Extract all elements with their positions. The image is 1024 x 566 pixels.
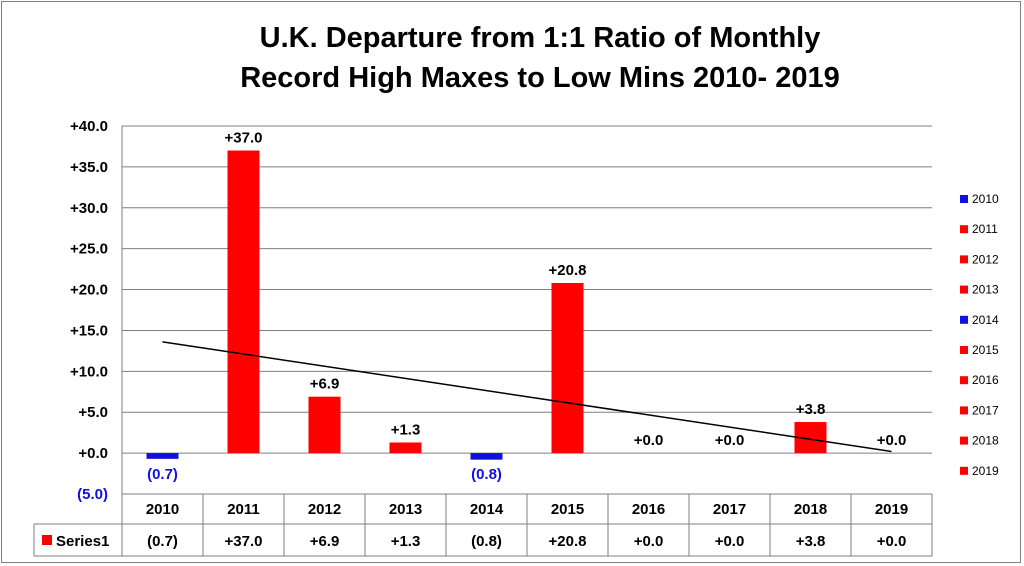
legend-swatch-2013 [960, 285, 968, 294]
category-label-2012: 2012 [308, 501, 341, 518]
table-cell-2014: (0.8) [471, 533, 502, 550]
y-tick-label: (5.0) [77, 486, 108, 503]
legend-label-2014: 2014 [972, 313, 999, 327]
chart-title: U.K. Departure from 1:1 Ratio of Monthly… [180, 18, 900, 98]
data-label-2013: +1.3 [391, 421, 421, 438]
category-label-2016: 2016 [632, 501, 665, 518]
legend-swatch-2018 [960, 436, 968, 445]
legend-label-2015: 2015 [972, 343, 999, 357]
chart-title-line-1: U.K. Departure from 1:1 Ratio of Monthly [259, 22, 821, 54]
legend-label-2019: 2019 [972, 464, 999, 478]
y-tick-label: +15.0 [70, 322, 108, 339]
table-series-label: Series1 [56, 533, 109, 550]
y-tick-label: +40.0 [70, 118, 108, 135]
data-label-2012: +6.9 [310, 376, 340, 393]
y-tick-label: +20.0 [70, 282, 108, 299]
y-tick-label: +30.0 [70, 200, 108, 217]
table-cell-2019: +0.0 [877, 533, 907, 550]
y-tick-label: +5.0 [78, 404, 108, 421]
bar-2011 [227, 150, 260, 454]
bar-2015 [551, 283, 584, 454]
category-label-2014: 2014 [470, 501, 504, 518]
category-label-2011: 2011 [227, 501, 260, 518]
y-tick-label: +0.0 [78, 445, 108, 462]
table-series-key [42, 535, 52, 545]
bar-2012 [308, 396, 341, 454]
data-label-2015: +20.8 [549, 262, 587, 279]
trendline [162, 341, 892, 453]
legend-swatch-2011 [960, 225, 968, 234]
data-label-2018: +3.8 [796, 401, 826, 418]
y-tick-label: +10.0 [70, 363, 108, 380]
legend-label-2013: 2013 [972, 283, 999, 297]
table-cell-2018: +3.8 [796, 533, 826, 550]
category-label-2013: 2013 [389, 501, 422, 518]
table-cell-2017: +0.0 [715, 533, 745, 550]
table-cell-2013: +1.3 [391, 533, 421, 550]
bar-2010 [146, 453, 179, 459]
chart-title-line-2: Record High Maxes to Low Mins 2010- 2019 [240, 62, 840, 94]
legend-label-2011: 2011 [972, 222, 998, 236]
category-label-2018: 2018 [794, 501, 827, 518]
legend-swatch-2019 [960, 466, 968, 475]
legend-swatch-2010 [960, 195, 968, 203]
data-label-2019: +0.0 [877, 432, 907, 449]
bar-2014 [470, 453, 503, 460]
data-label-2011: +37.0 [225, 130, 263, 147]
legend-swatch-2015 [960, 346, 968, 354]
category-label-2015: 2015 [551, 501, 584, 518]
category-label-2017: 2017 [713, 501, 746, 518]
y-tick-label: +35.0 [70, 159, 108, 176]
legend-swatch-2012 [960, 255, 968, 264]
legend-swatch-2016 [960, 376, 968, 385]
legend-label-2017: 2017 [972, 403, 999, 417]
data-label-2010: (0.7) [147, 466, 178, 483]
table-cell-2011: +37.0 [225, 533, 263, 550]
legend-swatch-2014 [960, 315, 968, 324]
data-label-2014: (0.8) [471, 466, 502, 483]
table-cell-2010: (0.7) [147, 533, 178, 550]
legend-label-2012: 2012 [972, 252, 999, 266]
legend-label-2018: 2018 [972, 434, 999, 448]
table-cell-2016: +0.0 [634, 533, 664, 550]
legend-label-2016: 2016 [972, 373, 999, 387]
data-label-2016: +0.0 [634, 432, 664, 449]
category-label-2010: 2010 [146, 501, 179, 518]
table-cell-2012: +6.9 [310, 533, 340, 550]
legend-swatch-2017 [960, 406, 968, 415]
legend-label-2010: 2010 [972, 192, 999, 206]
bar-2013 [389, 442, 422, 454]
category-label-2019: 2019 [875, 501, 908, 518]
table-cell-2015: +20.8 [549, 533, 587, 550]
y-tick-label: +25.0 [70, 241, 108, 258]
data-label-2017: +0.0 [715, 432, 745, 449]
